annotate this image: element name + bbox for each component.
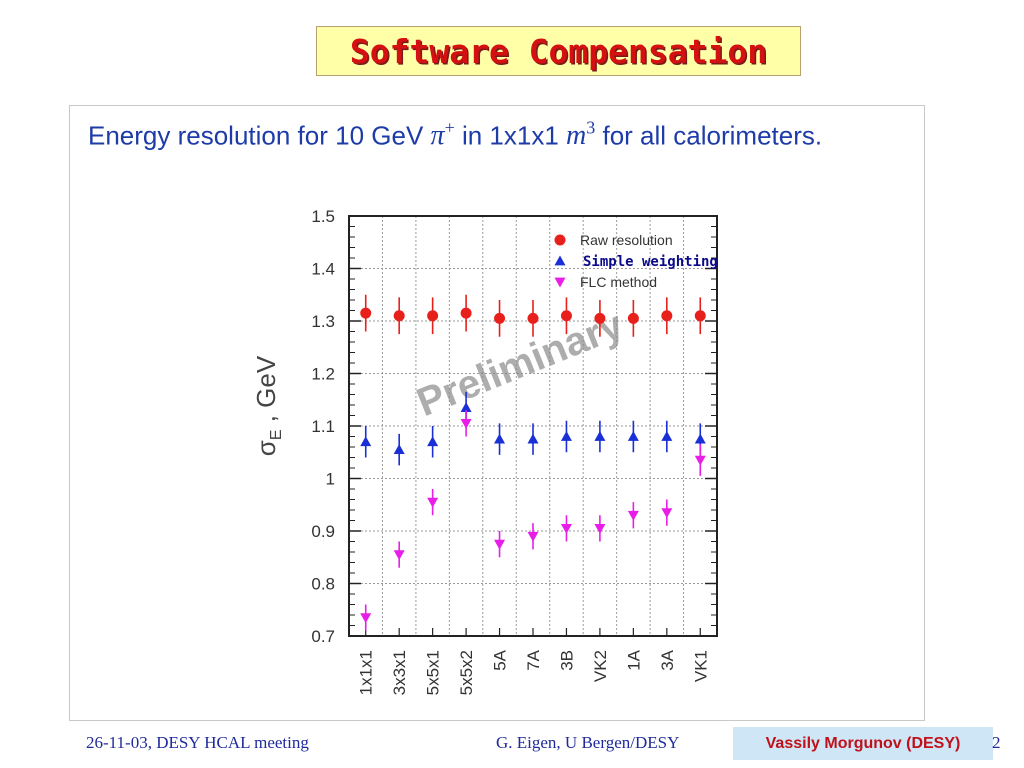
simple-weighting-point bbox=[494, 433, 506, 444]
raw-resolution-point bbox=[393, 310, 405, 322]
caption-lead: Energy resolution for 10 GeV bbox=[88, 120, 431, 151]
raw-resolution-point bbox=[527, 312, 539, 324]
flc-method-point bbox=[427, 497, 439, 508]
y-tick-label: 1 bbox=[326, 470, 335, 489]
simple-weighting-point bbox=[694, 433, 706, 444]
raw-resolution-legend-label: Raw resolution bbox=[580, 232, 673, 248]
x-tick-label: 7A bbox=[524, 649, 543, 670]
raw-resolution-point bbox=[460, 307, 472, 319]
flc-method-point bbox=[694, 455, 706, 466]
y-tick-label: 1.2 bbox=[311, 365, 335, 384]
flc-method-point bbox=[661, 508, 673, 519]
raw-resolution-point bbox=[360, 307, 372, 319]
x-tick-label: 3x3x1 bbox=[390, 650, 409, 695]
x-tick-label: VK1 bbox=[691, 650, 710, 682]
y-axis-label: σE , GeV bbox=[251, 355, 285, 456]
x-tick-label: 5A bbox=[491, 649, 510, 670]
figure-panel: Energy resolution for 10 GeV π+ in 1x1x1… bbox=[69, 105, 925, 721]
footer-presenter: Vassily Morgunov (DESY) bbox=[765, 734, 961, 752]
slide-title-box: Software Compensation bbox=[316, 26, 801, 76]
x-tick-label: 3B bbox=[557, 650, 576, 671]
flc-method-point bbox=[393, 550, 405, 561]
axis-layer: 0.7 0.8 0.9 1 1.1 1.2 1.3 1.4 1.5 1x1x1 3x3x1 5x5x1… bbox=[311, 207, 718, 695]
raw-resolution-point bbox=[594, 312, 606, 324]
y-tick-label: 0.9 bbox=[311, 522, 335, 541]
slide-title: Software Compensation bbox=[349, 31, 768, 71]
footer-meeting: 26-11-03, DESY HCAL meeting bbox=[86, 733, 309, 752]
x-tick-label: 3A bbox=[658, 649, 677, 670]
figure-caption: Energy resolution for 10 GeV π+ in 1x1x1… bbox=[88, 118, 822, 152]
simple-weighting-point bbox=[661, 431, 673, 441]
flc-method-point bbox=[527, 531, 539, 542]
flc-method-point bbox=[460, 418, 472, 429]
page-number: 2 bbox=[992, 733, 1001, 752]
simple-weighting-point bbox=[594, 431, 606, 441]
simple-weighting-point bbox=[527, 433, 539, 444]
y-tick-label: 1.3 bbox=[311, 312, 335, 331]
caption-tail: for all calorimeters. bbox=[595, 120, 823, 151]
flc-method-point bbox=[627, 510, 639, 521]
caption-unit: m3 bbox=[566, 118, 596, 152]
raw-resolution-point bbox=[661, 310, 673, 322]
data-layer bbox=[360, 294, 706, 631]
y-axis-label-sigma: σ bbox=[251, 440, 281, 456]
y-tick-label: 1.4 bbox=[311, 260, 335, 279]
raw-resolution-legend-marker bbox=[554, 234, 566, 246]
flc-method-legend-label: FLC method bbox=[580, 274, 657, 290]
x-tick-label: 1x1x1 bbox=[357, 650, 376, 695]
simple-weighting-point bbox=[560, 431, 572, 441]
y-axis-label-subscript: E bbox=[268, 429, 285, 440]
raw-resolution-point bbox=[694, 310, 706, 322]
footer-authors: G. Eigen, U Bergen/DESY bbox=[496, 733, 680, 752]
simple-weighting-point bbox=[393, 444, 405, 455]
x-tick-label: VK2 bbox=[591, 650, 610, 682]
flc-method-legend-marker bbox=[554, 277, 566, 288]
simple-weighting-point bbox=[360, 436, 372, 447]
legend: Raw resolution Simple weighting FLC method bbox=[554, 232, 718, 290]
raw-resolution-point bbox=[427, 310, 439, 322]
footer-presenter-badge: Vassily Morgunov (DESY) bbox=[733, 727, 993, 760]
x-tick-label: 5x5x1 bbox=[424, 650, 443, 695]
x-tick-label: 5x5x2 bbox=[457, 650, 476, 695]
simple-weighting-point bbox=[627, 431, 639, 441]
y-tick-label: 0.8 bbox=[311, 575, 335, 594]
grid-layer bbox=[349, 216, 717, 636]
y-tick-label: 0.7 bbox=[311, 627, 335, 646]
raw-resolution-point bbox=[560, 310, 572, 322]
caption-particle: π+ bbox=[430, 118, 455, 152]
caption-unit-power: 3 bbox=[586, 118, 596, 138]
flc-method-point bbox=[560, 523, 572, 534]
simple-weighting-legend-label: Simple weighting bbox=[583, 254, 718, 270]
x-tick-label: 1A bbox=[624, 649, 643, 670]
flc-method-point bbox=[594, 523, 606, 534]
caption-particle-charge: + bbox=[444, 118, 455, 138]
simple-weighting-point bbox=[427, 436, 439, 447]
y-tick-label: 1.1 bbox=[311, 417, 335, 436]
raw-resolution-point bbox=[627, 312, 639, 324]
resolution-chart: 0.7 0.8 0.9 1 1.1 1.2 1.3 1.4 1.5 1x1x1 3x3x1 5x5x1… bbox=[251, 207, 718, 695]
raw-resolution-point bbox=[494, 312, 506, 324]
flc-method-point bbox=[360, 613, 372, 624]
caption-mid: in 1x1x1 bbox=[454, 120, 567, 151]
y-tick-label: 1.5 bbox=[311, 207, 335, 226]
simple-weighting-legend-marker bbox=[554, 255, 566, 266]
y-axis-label-unit: , GeV bbox=[251, 355, 281, 429]
simple-weighting-point bbox=[460, 402, 472, 413]
flc-method-point bbox=[494, 539, 506, 550]
